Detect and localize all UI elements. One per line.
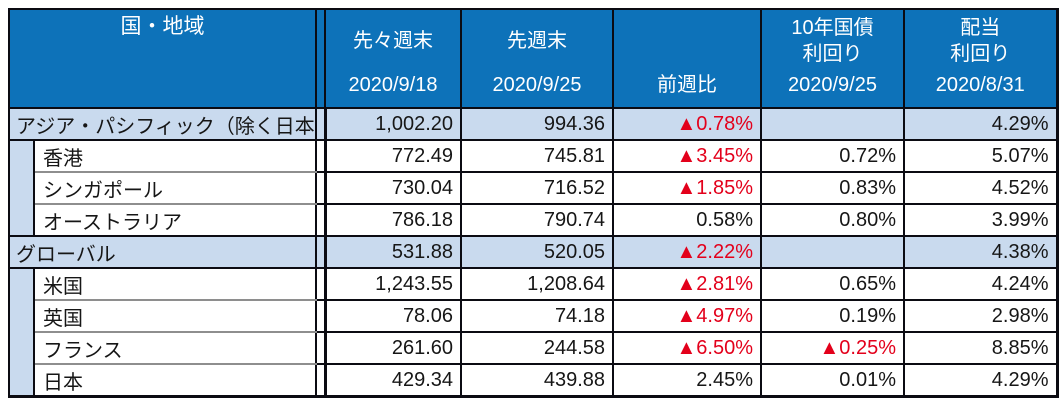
wow-value: ▲2.81% [613,268,762,301]
prev-value: 74.18 [461,300,614,333]
wow-value: 2.45% [613,364,762,398]
dividend-yield-value: 2.98% [904,300,1058,333]
header-prev-weekend: 先週末 2020/9/25 [461,9,614,109]
header-title: 先週末 [507,30,567,52]
wow-value: ▲3.45% [613,140,762,173]
wow-value: ▲2.22% [613,236,762,269]
row-label: 米国 [34,268,317,301]
row-label: フランス [34,332,317,365]
table-row-global: グローバル 531.88 520.05 ▲2.22% 4.38% [9,236,1058,269]
wow-value: ▲0.78% [613,108,762,141]
wow-value: 0.58% [613,204,762,237]
prev-value: 994.36 [461,108,614,141]
row-label: シンガポール [34,172,317,205]
dividend-yield-value: 4.38% [904,236,1058,269]
row-label: 日本 [34,364,317,398]
bond-yield-value: 0.80% [761,204,905,237]
prev-value: 745.81 [461,140,614,173]
bond-yield-value [761,236,905,269]
row-label: 英国 [34,300,317,333]
wow-value: ▲6.50% [613,332,762,365]
table-row-france: フランス 261.60 244.58 ▲6.50% ▲0.25% 8.85% [9,332,1058,365]
indent-strip [9,140,35,237]
table-row-asia-pacific: アジア・パシフィック（除く日本） 1,002.20 994.36 ▲0.78% … [9,108,1058,141]
prev2-value: 1,243.55 [325,268,462,301]
row-label: 香港 [34,140,317,173]
dividend-yield-value: 5.07% [904,140,1058,173]
row-label: アジア・パシフィック（除く日本） [9,108,317,141]
bond-yield-value: 0.65% [761,268,905,301]
bond-yield-value: 0.72% [761,140,905,173]
header-title: 先々週末 [353,30,433,52]
header-prev2-weekend: 先々週末 2020/9/18 [325,9,462,109]
dividend-yield-value: 4.29% [904,364,1058,398]
prev-value: 716.52 [461,172,614,205]
header-date: 前週比 [657,74,717,96]
prev-value: 244.58 [461,332,614,365]
header-title: 配当 [960,17,1001,39]
wow-value: ▲4.97% [613,300,762,333]
prev-value: 1,208.64 [461,268,614,301]
header-double-border-spacer [316,9,326,109]
table-header-row: 国・地域 先々週末 2020/9/18 先週末 2020/9/25 前週比 [9,9,1058,109]
table-row-usa: 米国 1,243.55 1,208.64 ▲2.81% 0.65% 4.24% [9,268,1058,398]
prev2-value: 78.06 [325,300,462,333]
header-week-over-week: 前週比 [613,9,762,109]
bond-yield-value: ▲0.25% [761,332,905,365]
table-row-singapore: シンガポール 730.04 716.52 ▲1.85% 0.83% 4.52% [9,172,1058,205]
prev2-value: 531.88 [325,236,462,269]
prev2-value: 261.60 [325,332,462,365]
prev-value: 520.05 [461,236,614,269]
header-dividend-yield: 配当 利回り 2020/8/31 [904,9,1058,109]
bond-yield-value: 0.83% [761,172,905,205]
prev-value: 439.88 [461,364,614,398]
bond-yield-value: 0.19% [761,300,905,333]
prev2-value: 429.34 [325,364,462,398]
header-date: 2020/8/31 [935,74,1025,96]
dividend-yield-value: 4.29% [904,108,1058,141]
table-row-hong-kong: 香港 772.49 745.81 ▲3.45% 0.72% 5.07% [9,140,1058,237]
prev2-value: 1,002.20 [325,108,462,141]
header-date: 2020/9/25 [492,74,582,96]
row-label: グローバル [9,236,317,269]
dividend-yield-value: 3.99% [904,204,1058,237]
market-index-table: 国・地域 先々週末 2020/9/18 先週末 2020/9/25 前週比 [8,8,1059,398]
dividend-yield-value: 8.85% [904,332,1058,365]
prev2-value: 730.04 [325,172,462,205]
prev2-value: 772.49 [325,140,462,173]
prev-value: 790.74 [461,204,614,237]
bond-yield-value: 0.01% [761,364,905,398]
dividend-yield-value: 4.24% [904,268,1058,301]
header-date: 2020/9/18 [348,74,438,96]
header-title: 10年国債 [791,17,874,39]
dividend-yield-value: 4.52% [904,172,1058,205]
header-date: 2020/9/25 [788,74,877,96]
indent-strip [9,268,35,398]
table-row-australia: オーストラリア 786.18 790.74 0.58% 0.80% 3.99% [9,204,1058,237]
row-label: オーストラリア [34,204,317,237]
table-row-japan: 日本 429.34 439.88 2.45% 0.01% 4.29% [9,364,1058,398]
header-region: 国・地域 [9,9,317,109]
header-10y-bond-yield: 10年国債 利回り 2020/9/25 [761,9,905,109]
table-row-uk: 英国 78.06 74.18 ▲4.97% 0.19% 2.98% [9,300,1058,333]
bond-yield-value [761,108,905,141]
prev2-value: 786.18 [325,204,462,237]
wow-value: ▲1.85% [613,172,762,205]
